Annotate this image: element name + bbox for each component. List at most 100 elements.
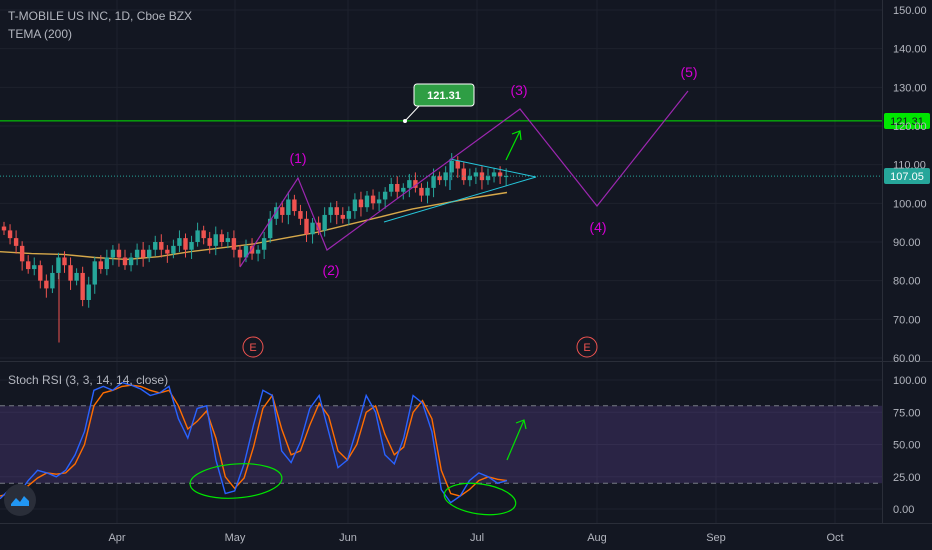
candle <box>316 216 321 236</box>
candle <box>443 166 448 187</box>
candle <box>419 183 424 202</box>
price-tick-label: 130.00 <box>893 82 927 94</box>
candle <box>128 252 134 272</box>
candle <box>195 222 200 247</box>
candle <box>376 191 382 212</box>
candle <box>389 177 394 197</box>
candle <box>358 191 364 217</box>
candle <box>485 168 491 185</box>
candle <box>304 211 309 242</box>
price-callout-label: 121.31 <box>427 90 461 102</box>
up-arrow-rsi[interactable] <box>506 419 527 461</box>
up-arrow-price[interactable] <box>505 130 522 161</box>
candle <box>322 207 327 237</box>
stoch-rsi-band <box>0 405 882 484</box>
earnings-marker-2[interactable]: E <box>576 336 598 358</box>
price-tick-label: 80.00 <box>893 276 921 288</box>
price-tick-label: 60.00 <box>893 353 921 365</box>
candle <box>13 230 19 254</box>
stoch-rsi-d-line[interactable] <box>0 384 508 497</box>
candle <box>261 231 267 260</box>
candle <box>334 201 339 225</box>
candle <box>473 167 479 184</box>
candle <box>140 242 146 267</box>
indicator-label-stoch-rsi[interactable]: Stoch RSI (3, 3, 14, 14, close) <box>8 373 169 387</box>
tema-line[interactable] <box>0 191 508 261</box>
candle <box>328 202 333 223</box>
candle <box>286 191 291 225</box>
candle <box>38 260 43 289</box>
candle <box>183 233 188 258</box>
elliott-wave-path[interactable] <box>239 90 689 268</box>
triangle-pattern[interactable] <box>383 158 537 223</box>
candle <box>255 245 261 262</box>
candle <box>134 243 140 266</box>
candles <box>1 153 509 343</box>
candle <box>340 207 345 224</box>
wave-label-3: (3) <box>510 82 527 98</box>
triangle-upper-line[interactable] <box>449 158 537 178</box>
time-tick-label: Oct <box>826 532 843 544</box>
stoch-rsi-k-line[interactable] <box>0 381 508 504</box>
svg-text:E: E <box>583 342 590 354</box>
candle <box>401 183 406 200</box>
candle <box>32 257 37 276</box>
candle <box>491 167 497 183</box>
time-tick-label: Sep <box>706 532 726 544</box>
candle <box>153 235 158 256</box>
candle <box>26 255 31 274</box>
candle <box>352 193 358 219</box>
rsi-tick-label: 100.00 <box>893 375 927 387</box>
price-tick-label: 120.00 <box>893 121 927 133</box>
candle <box>280 201 285 223</box>
wave-label-4: (4) <box>589 219 606 235</box>
candle <box>110 245 116 266</box>
svg-text:E: E <box>249 342 256 354</box>
candle <box>231 230 237 258</box>
last-price-tag: 107.05 <box>884 168 930 184</box>
tradingview-logo-icon[interactable] <box>4 484 36 516</box>
time-tick-label: Jun <box>339 532 357 544</box>
candle <box>7 224 13 245</box>
earnings-marker-1[interactable]: E <box>242 336 264 358</box>
rsi-tick-label: 75.00 <box>893 407 921 419</box>
svg-text:121.31: 121.31 <box>890 116 924 128</box>
candle <box>382 187 388 209</box>
triangle-lower-line[interactable] <box>383 176 537 223</box>
candle <box>44 274 49 298</box>
candle <box>189 235 194 260</box>
wave-label-1: (1) <box>289 150 306 166</box>
candle <box>237 245 243 267</box>
candle <box>455 156 460 178</box>
oversold-ellipse-2[interactable] <box>442 479 517 519</box>
candle <box>1 221 7 236</box>
price-tick-label: 150.00 <box>893 5 927 17</box>
level-price-tag: 121.31 <box>884 113 930 129</box>
candle <box>74 268 79 286</box>
candle <box>425 181 430 204</box>
time-tick-label: Apr <box>108 532 125 544</box>
price-tick-label: 110.00 <box>893 160 926 172</box>
candle <box>346 206 352 225</box>
price-tick-label: 100.00 <box>893 198 927 210</box>
candle <box>364 190 370 212</box>
time-tick-label: Aug <box>587 532 607 544</box>
rsi-tick-label: 0.00 <box>893 504 914 516</box>
candle <box>98 255 103 274</box>
candle <box>479 166 485 190</box>
candle <box>274 202 279 225</box>
candle <box>292 194 297 216</box>
candle <box>407 173 412 198</box>
candle <box>413 172 418 193</box>
svg-text:107.05: 107.05 <box>890 171 924 183</box>
price-callout[interactable]: 121.31 <box>403 83 475 123</box>
candle <box>225 231 231 249</box>
symbol-title[interactable]: T-MOBILE US INC, 1D, Cboe BZX <box>8 9 193 23</box>
rsi-axis-ticks: 100.00 75.00 50.00 25.00 0.00 <box>893 375 927 516</box>
candle <box>147 245 152 263</box>
oversold-ellipse-1[interactable] <box>189 461 283 501</box>
price-axis-ticks: 150.00 140.00 130.00 120.00 110.00 100.00 90.0… <box>893 5 927 365</box>
indicator-label-tema[interactable]: TEMA (200) <box>8 27 73 41</box>
candle <box>298 204 303 225</box>
